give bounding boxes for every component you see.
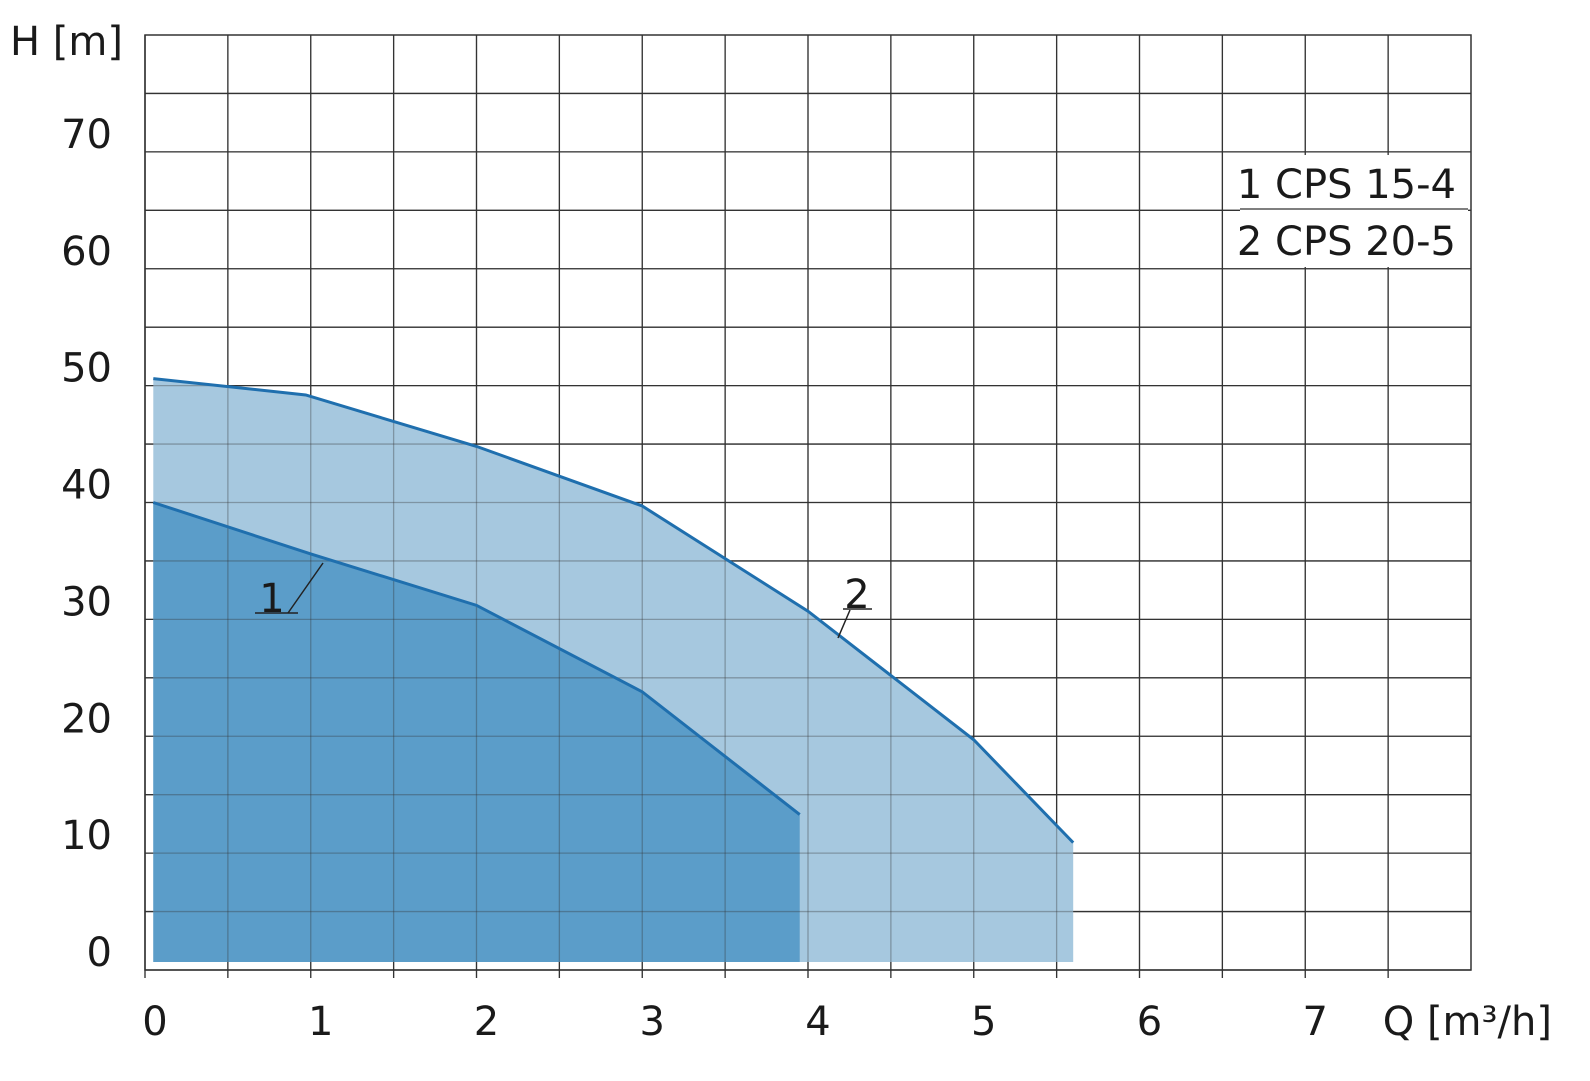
line xyxy=(152,501,801,816)
x-axis-label: Q [m³/h] xyxy=(1383,999,1552,1045)
leader xyxy=(837,609,851,639)
x-tick-label: 7 xyxy=(1303,999,1328,1045)
legend-box xyxy=(1240,155,1468,267)
y-tick-label: 10 xyxy=(61,813,112,859)
x-tick-label: 2 xyxy=(474,999,499,1045)
areas xyxy=(153,378,1074,962)
curve-label: 1 xyxy=(259,576,284,622)
x-tick-label: 5 xyxy=(971,999,996,1045)
overlay: 1 2 1 CPS 15-4 2 CPS 20-5 xyxy=(144,35,1471,978)
line xyxy=(153,377,1075,844)
y-tick-label: 40 xyxy=(61,463,112,509)
y-tick-label: 70 xyxy=(61,112,112,158)
curve-label: 2 xyxy=(844,572,869,618)
legend-entry: 1 CPS 15-4 xyxy=(1237,162,1456,208)
x-tick-label: 3 xyxy=(640,999,665,1045)
leader xyxy=(287,562,324,614)
y-tick-label: 60 xyxy=(61,229,112,275)
legend-entry: 2 CPS 20-5 xyxy=(1237,219,1456,265)
x-tick-label: 0 xyxy=(142,999,167,1045)
x-tick-label: 4 xyxy=(805,999,830,1045)
x-tick-label: 6 xyxy=(1137,999,1162,1045)
y-tick-label: 20 xyxy=(61,696,112,742)
y-tick-label: 0 xyxy=(87,930,112,976)
area xyxy=(153,502,800,962)
x-tick-label: 1 xyxy=(308,999,333,1045)
y-axis-label: H [m] xyxy=(10,19,123,65)
y-tick-label: 30 xyxy=(61,579,112,625)
y-tick-label: 50 xyxy=(61,346,112,392)
